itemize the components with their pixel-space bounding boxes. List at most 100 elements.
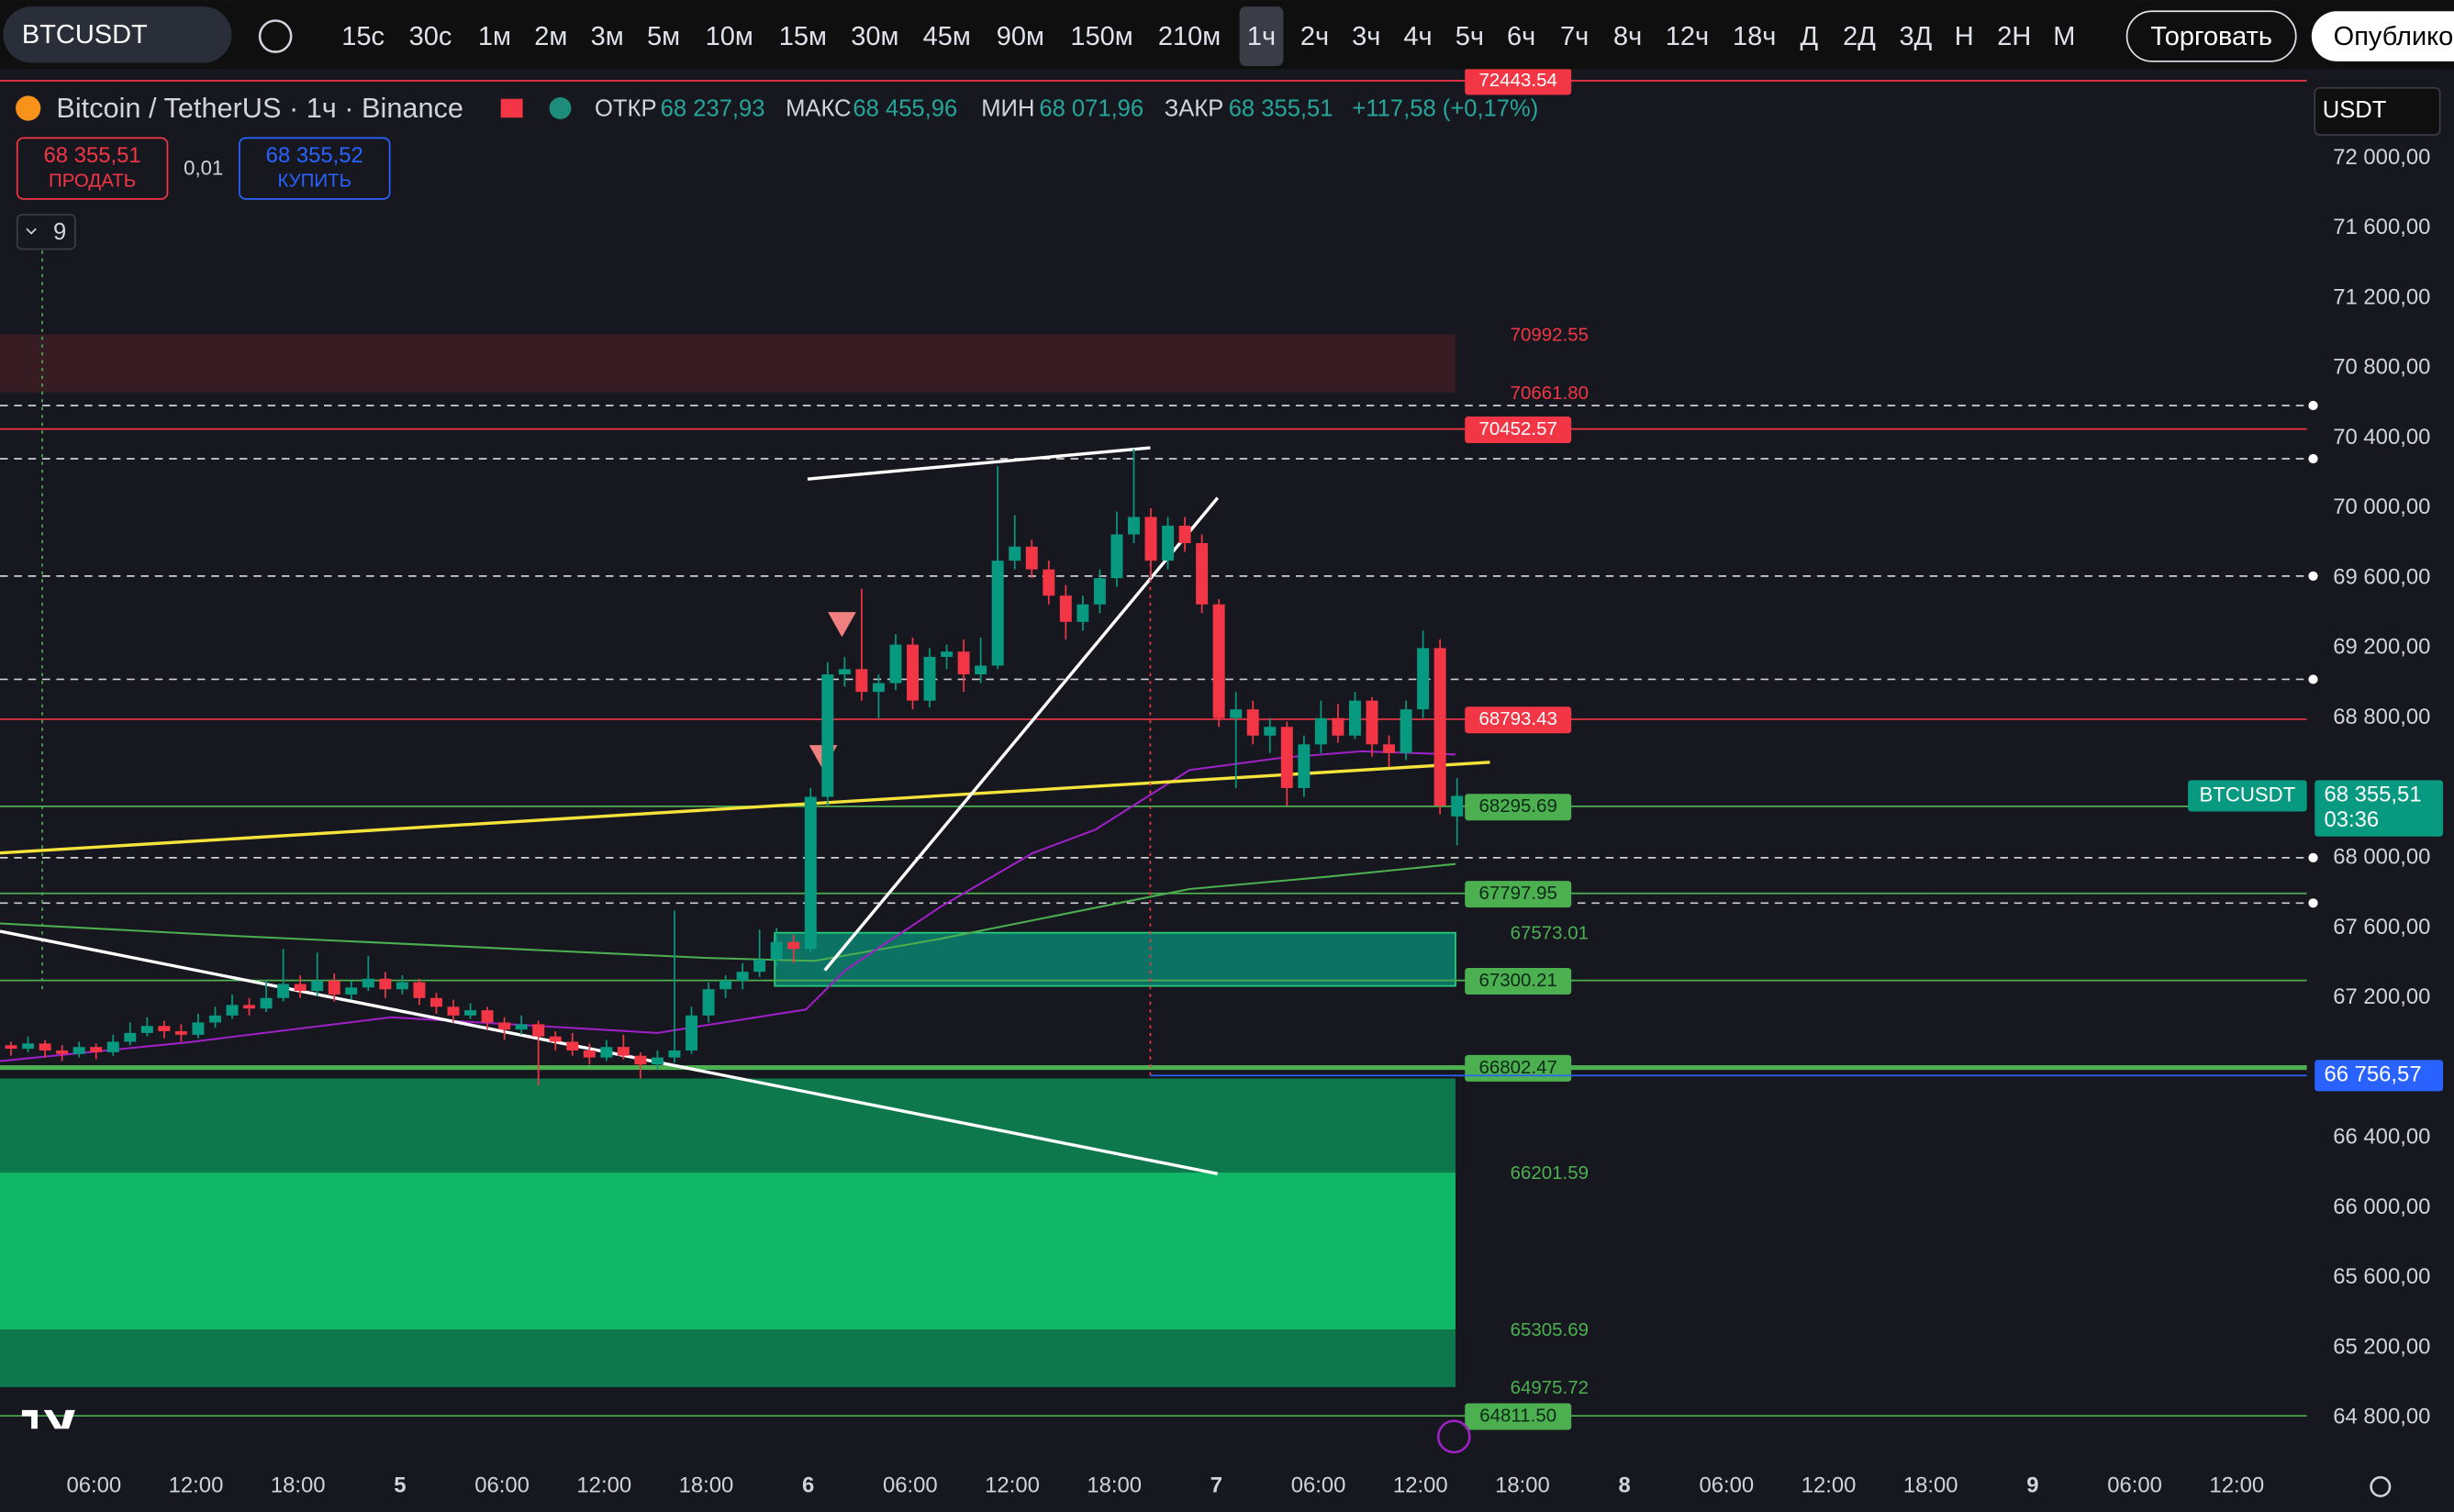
interval[interactable]: 3ч — [1352, 22, 1380, 51]
candle-body — [1110, 534, 1123, 579]
price-tick-label: 65 600,00 — [2333, 1264, 2430, 1289]
candle-body — [1366, 700, 1378, 745]
interval[interactable]: 15с — [341, 22, 385, 51]
time-tick-label: 8 — [1619, 1473, 1631, 1498]
support-zone — [774, 931, 1456, 987]
interval[interactable]: Д — [1801, 22, 1819, 51]
publish-button[interactable] — [2311, 11, 2454, 61]
candle-body — [379, 978, 392, 990]
interval[interactable]: М — [2053, 22, 2075, 51]
interval[interactable]: 3м — [591, 22, 624, 51]
currency: USDT — [2323, 97, 2387, 123]
candle-body — [515, 1024, 528, 1030]
last-price: 68 355,51 — [2324, 783, 2421, 807]
interval[interactable]: 5м — [647, 22, 680, 51]
interval[interactable]: 4ч — [1403, 22, 1432, 51]
interval[interactable]: 90м — [997, 22, 1044, 51]
trade-button[interactable] — [2125, 10, 2297, 62]
interval[interactable]: 7ч — [1560, 22, 1589, 51]
price-tick-label: 71 200,00 — [2333, 284, 2430, 309]
signal-arrow — [828, 612, 856, 638]
price-tick-label: 70 000,00 — [2333, 495, 2430, 519]
last-price-symbol: BTCUSDT — [2200, 783, 2296, 806]
interval[interactable]: 10м — [706, 22, 753, 51]
candle-body — [770, 941, 783, 960]
interval[interactable]: 150м — [1070, 22, 1132, 51]
time-tick-label: 06:00 — [883, 1473, 938, 1498]
interval[interactable]: 1м — [478, 22, 511, 51]
interval[interactable]: 6ч — [1507, 22, 1535, 51]
price-tick-label: 68 800,00 — [2333, 705, 2430, 729]
interval[interactable]: 2м — [534, 22, 567, 51]
interval[interactable]: 2Н — [1997, 22, 2031, 51]
candle-body — [1298, 744, 1311, 788]
candle-body — [634, 1055, 647, 1065]
legend-high-label: МАКС — [786, 95, 851, 121]
price-tick-label: 69 200,00 — [2333, 635, 2430, 660]
add-icon[interactable] — [258, 19, 293, 53]
candle-body — [838, 669, 851, 675]
interval[interactable]: 18ч — [1733, 22, 1776, 51]
candle-body — [140, 1026, 153, 1033]
legend-title: Bitcoin / TetherUS · 1ч · Binance — [56, 92, 463, 124]
resistance-zone — [0, 334, 1456, 393]
time-tick-label: 18:00 — [1087, 1473, 1142, 1498]
interval[interactable]: 2Д — [1843, 22, 1876, 51]
price-tick-label: 72 000,00 — [2333, 145, 2430, 170]
interval[interactable]: 30с — [409, 22, 452, 51]
candle-body — [1009, 546, 1021, 561]
indicators-toggle[interactable] — [16, 214, 76, 250]
interval[interactable]: 15м — [779, 22, 827, 51]
settings-icon[interactable] — [2370, 1475, 2392, 1497]
lightning-icon[interactable] — [1436, 1419, 1471, 1454]
interval[interactable]: 3Д — [1899, 22, 1932, 51]
candle-body — [1196, 543, 1209, 605]
candle-body — [787, 941, 800, 950]
candle-body — [5, 1045, 17, 1050]
interval[interactable]: Н — [1955, 22, 1974, 51]
currency-box[interactable] — [2314, 86, 2441, 136]
time-tick-label: 9 — [2026, 1473, 2038, 1498]
candle-body — [311, 980, 324, 992]
sell-button[interactable] — [16, 137, 169, 200]
candle-body — [22, 1043, 35, 1050]
time-tick-label: 5 — [394, 1473, 406, 1498]
level-badge — [1465, 968, 1572, 995]
candle-body — [821, 674, 834, 797]
interval[interactable]: 30м — [851, 22, 898, 51]
candle-body — [294, 984, 307, 992]
candle-body — [277, 984, 290, 998]
trade-label: Торговать — [2150, 22, 2272, 51]
interval[interactable]: 12ч — [1666, 22, 1709, 51]
level-label: 68793.43 — [1479, 708, 1557, 729]
candle-body — [1059, 595, 1072, 622]
interval[interactable]: 8ч — [1613, 22, 1642, 51]
interval[interactable]: 1ч — [1247, 22, 1276, 51]
interval-active — [1239, 6, 1284, 66]
buy-button[interactable] — [239, 137, 391, 200]
time-tick-label: 06:00 — [66, 1473, 121, 1498]
candle-body — [1076, 604, 1089, 622]
coin-icon — [16, 95, 41, 121]
candle-body — [226, 1005, 239, 1016]
candle-body — [1144, 517, 1157, 561]
symbol: BTCUSDT — [22, 20, 148, 50]
candle-body — [804, 796, 817, 950]
candle-body — [1178, 525, 1191, 544]
level-label: 64975.72 — [1511, 1377, 1589, 1398]
interval[interactable]: 45м — [923, 22, 971, 51]
candle-body — [617, 1047, 630, 1056]
candle-body — [429, 997, 442, 1007]
time-tick-label: 18:00 — [1903, 1473, 1958, 1498]
line-handle — [2308, 852, 2318, 862]
candle-body — [1451, 795, 1464, 817]
legend-low: 68 071,96 — [1039, 95, 1143, 121]
interval[interactable]: 2ч — [1300, 22, 1329, 51]
interval[interactable]: 5ч — [1456, 22, 1484, 51]
candle-body — [889, 644, 902, 684]
symbol-box[interactable] — [3, 6, 232, 63]
interval[interactable]: 210м — [1158, 22, 1221, 51]
candle-body — [481, 1010, 494, 1023]
